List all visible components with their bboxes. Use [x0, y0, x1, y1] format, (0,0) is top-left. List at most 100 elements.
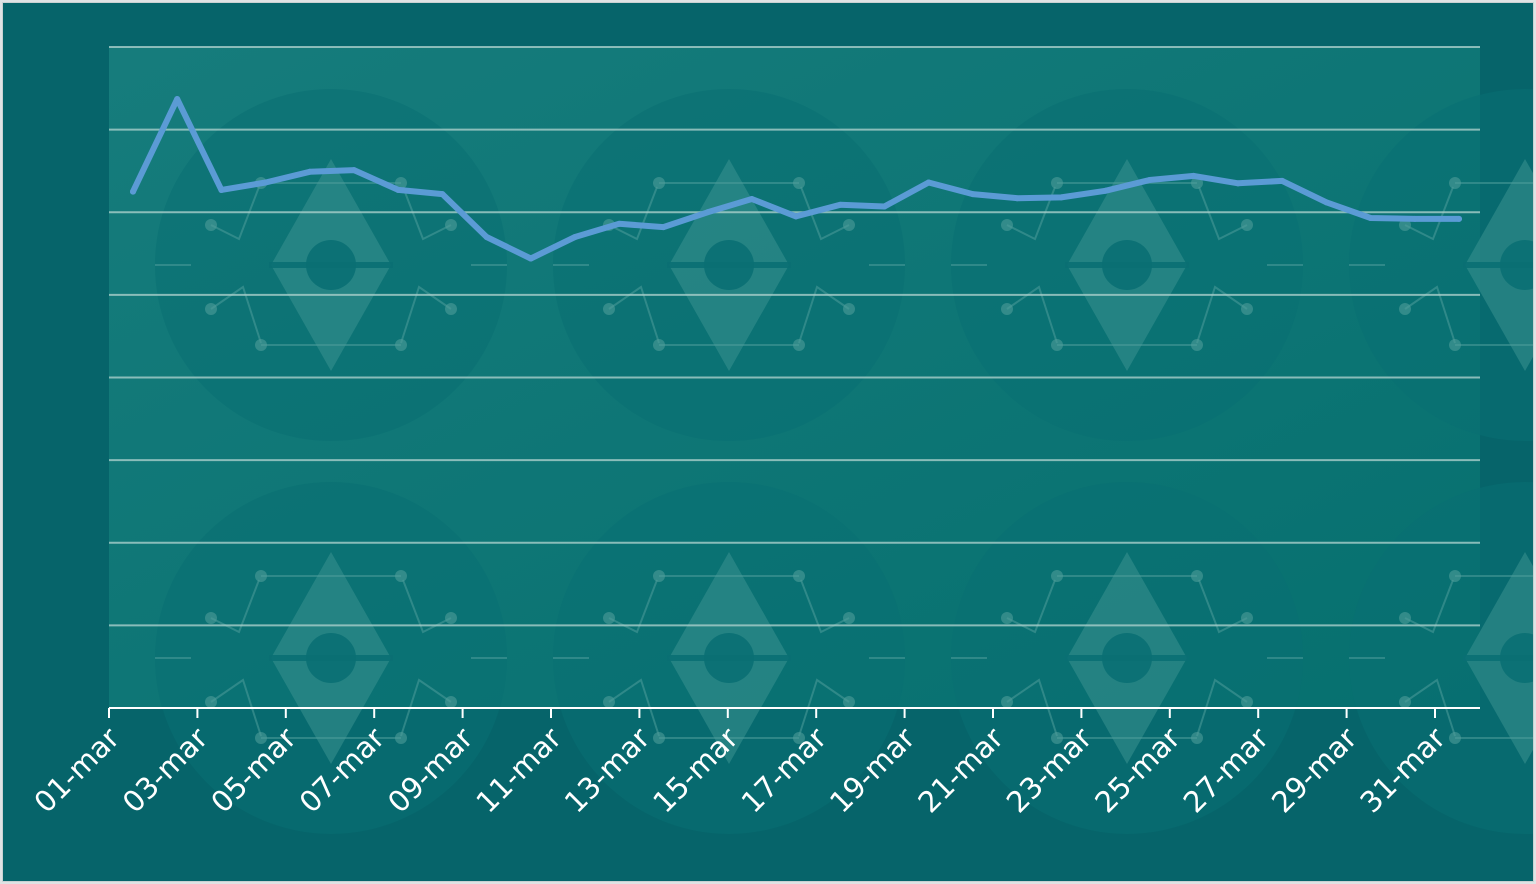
pattern-bar	[667, 655, 791, 661]
data-point	[174, 96, 181, 103]
data-point	[793, 213, 799, 220]
pattern-node	[1449, 570, 1461, 582]
data-point	[881, 203, 888, 210]
gridlines	[109, 46, 1480, 627]
pattern-node	[1051, 732, 1063, 744]
data-point	[1323, 199, 1330, 206]
data-point	[439, 191, 446, 198]
pattern-node	[1191, 570, 1203, 582]
pattern-node	[1399, 303, 1411, 315]
pattern-node	[653, 732, 665, 744]
pattern-tile	[155, 482, 507, 834]
pattern-node	[793, 177, 805, 189]
pattern-tile	[1349, 482, 1533, 834]
pattern-node	[793, 570, 805, 582]
pattern-node	[395, 339, 407, 351]
pattern-node	[1001, 612, 1013, 624]
pattern-bar	[1463, 262, 1533, 268]
data-point	[218, 186, 225, 193]
pattern-links	[155, 182, 507, 346]
pattern-links	[553, 182, 905, 346]
pattern-node	[843, 303, 855, 315]
pattern-node	[1241, 219, 1253, 231]
pattern-links	[1349, 182, 1533, 346]
pattern-node	[445, 696, 457, 708]
x-axis	[108, 707, 1480, 718]
pattern-node	[395, 732, 407, 744]
data-point	[616, 220, 623, 227]
pattern-bar	[269, 262, 393, 268]
pattern-node	[205, 696, 217, 708]
pattern-node	[843, 219, 855, 231]
pattern-bar	[1065, 655, 1189, 661]
data-point	[925, 179, 932, 186]
pattern-node	[1241, 303, 1253, 315]
pattern-node	[603, 612, 615, 624]
pattern-tile	[951, 482, 1303, 834]
pattern-bar	[667, 262, 791, 268]
pattern-tile	[951, 89, 1303, 441]
data-point	[1279, 177, 1286, 184]
pattern-node	[843, 696, 855, 708]
data-point	[130, 188, 136, 195]
pattern-node	[843, 612, 855, 624]
data-point	[527, 255, 534, 262]
pattern-node	[793, 339, 805, 351]
data-point	[748, 196, 755, 203]
line-chart: 01-mar03-mar05-mar07-mar09-mar11-mar13-m…	[27, 46, 1533, 834]
pattern-node	[653, 339, 665, 351]
pattern-disc	[1349, 89, 1533, 441]
pattern-node	[205, 219, 217, 231]
pattern-node	[1399, 219, 1411, 231]
pattern-node	[603, 696, 615, 708]
data-point	[660, 224, 667, 231]
pattern-bar	[269, 655, 393, 661]
pattern-tile	[553, 89, 905, 441]
data-point	[1367, 215, 1374, 222]
pattern-links	[1349, 575, 1533, 739]
data-point	[1456, 215, 1462, 222]
data-point	[483, 234, 490, 241]
pattern-tile	[155, 89, 507, 441]
pattern-disc	[1349, 482, 1533, 834]
data-point	[351, 167, 357, 174]
pattern-links	[951, 575, 1303, 739]
pattern-node	[1001, 303, 1013, 315]
pattern-node	[255, 339, 267, 351]
data-point	[306, 168, 313, 175]
pattern-node	[445, 612, 457, 624]
pattern-node	[1001, 219, 1013, 231]
data-point	[1235, 180, 1241, 187]
pattern-node	[445, 219, 457, 231]
pattern-node	[1241, 612, 1253, 624]
pattern-links	[553, 575, 905, 739]
pattern-node	[1191, 732, 1203, 744]
data-point	[1058, 194, 1065, 201]
pattern-node	[793, 732, 805, 744]
data-point	[837, 201, 844, 208]
data-point	[1411, 215, 1418, 222]
pattern-node	[395, 177, 407, 189]
data-point	[395, 186, 402, 193]
pattern-node	[1191, 339, 1203, 351]
series-group	[130, 96, 1462, 262]
pattern-tile	[1349, 89, 1533, 441]
data-point	[1146, 177, 1153, 184]
pattern-node	[1449, 177, 1461, 189]
pattern-node	[1051, 177, 1063, 189]
pattern-node	[603, 303, 615, 315]
pattern-node	[1399, 696, 1411, 708]
data-point	[1102, 187, 1109, 194]
pattern-links	[155, 575, 507, 739]
pattern-node	[255, 732, 267, 744]
pattern-node	[1449, 339, 1461, 351]
pattern-node	[1191, 177, 1203, 189]
pattern-node	[395, 570, 407, 582]
data-point	[969, 191, 976, 198]
pattern-node	[1051, 339, 1063, 351]
pattern-tile	[553, 482, 905, 834]
data-point	[1014, 195, 1020, 202]
pattern-node	[205, 303, 217, 315]
pattern-bar	[1463, 655, 1533, 661]
